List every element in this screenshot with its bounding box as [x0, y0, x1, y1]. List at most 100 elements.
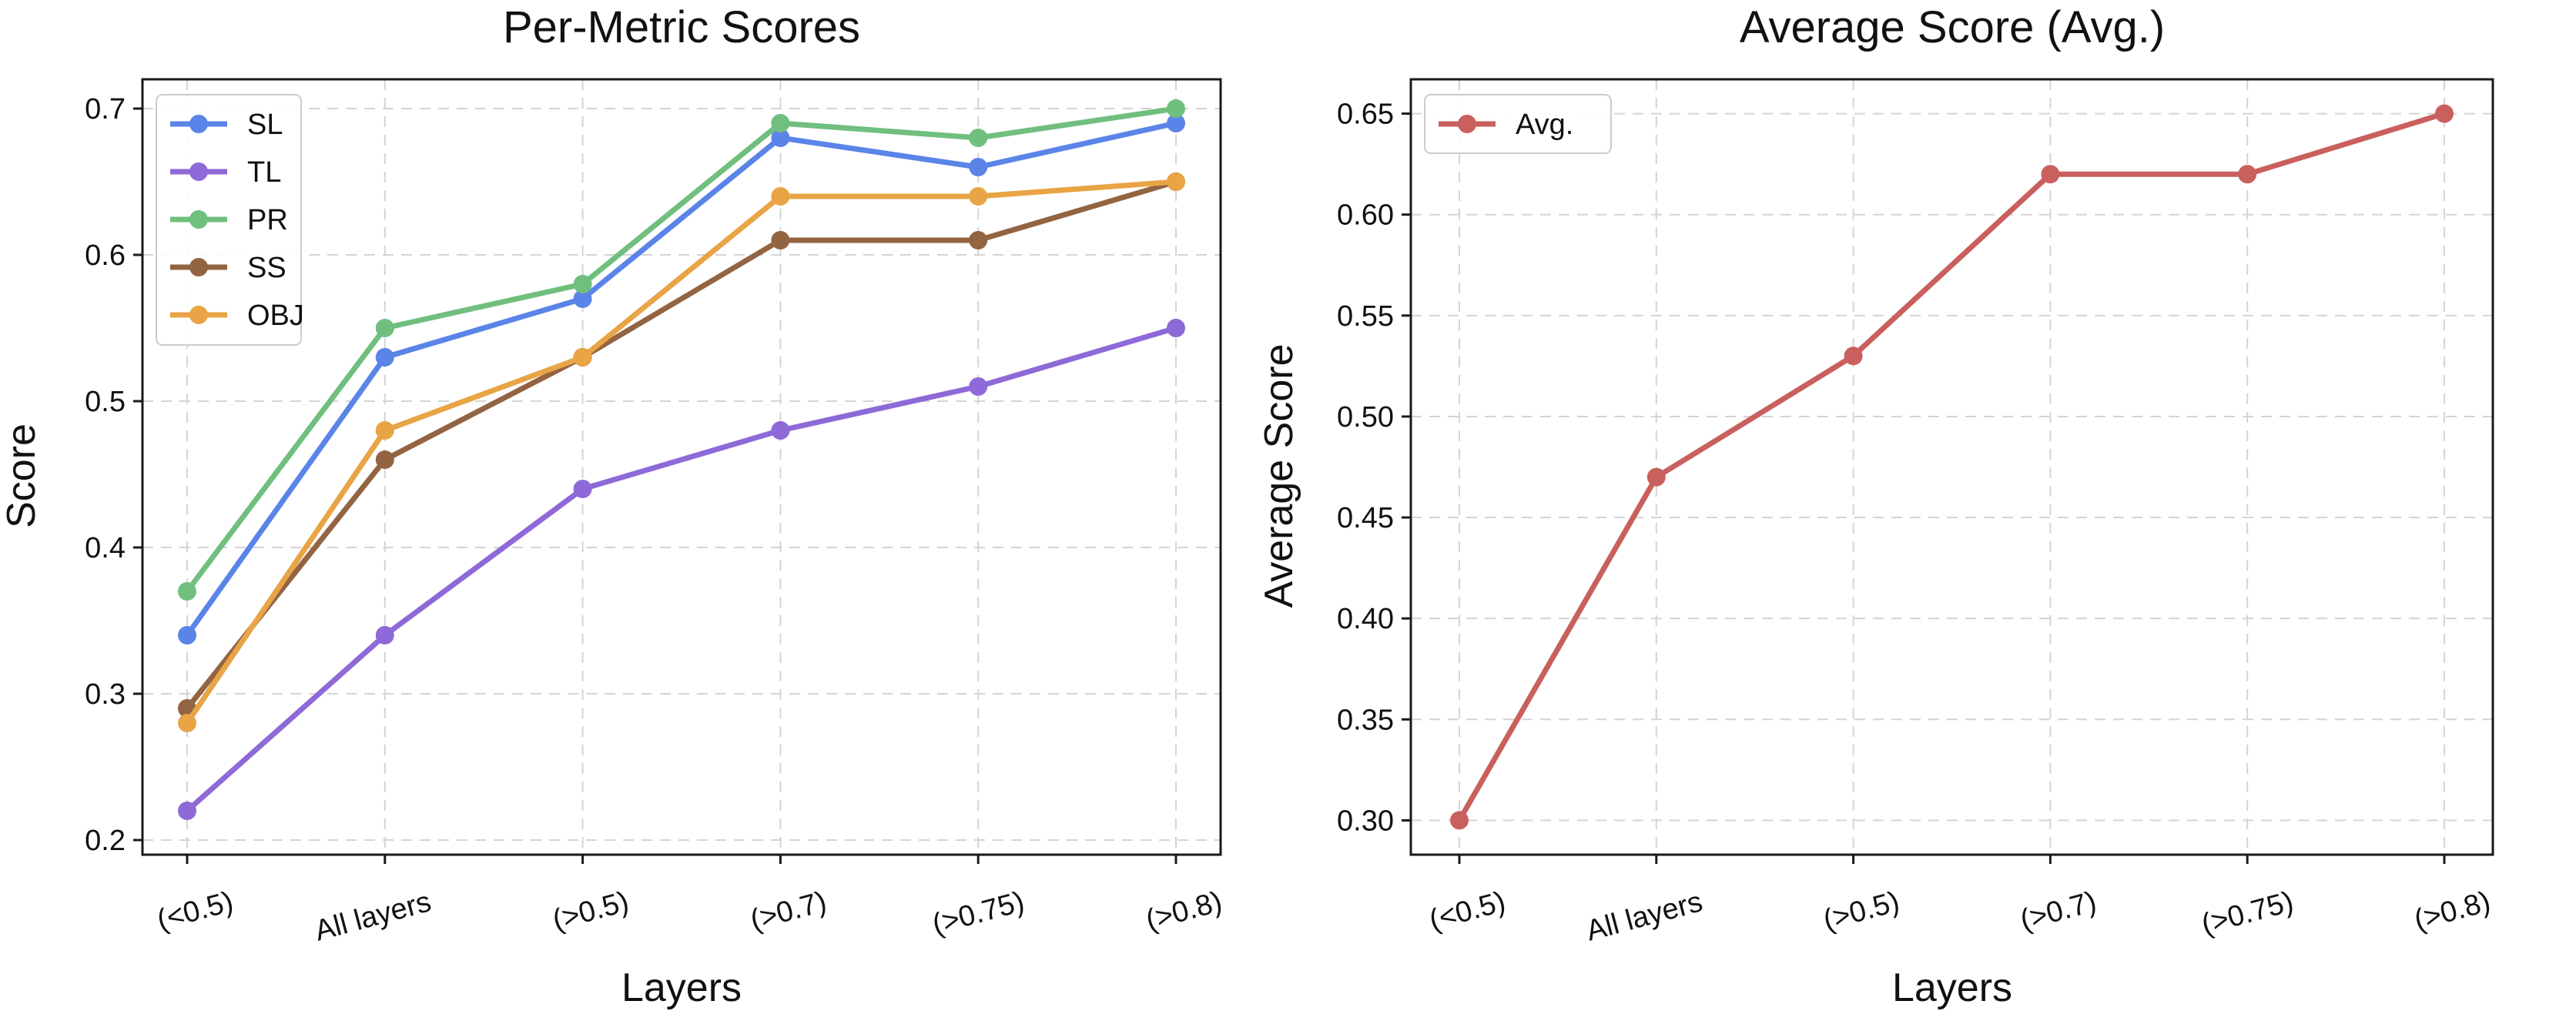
average-plot-frame: [1409, 78, 2494, 856]
data-point-obj: [969, 187, 988, 206]
per-metric-y-tick-label: 0.6: [85, 239, 126, 272]
per-metric-x-tick-label: (>0.5): [549, 885, 632, 937]
legend-label-pr: PR: [247, 204, 288, 236]
data-point-avg: [2238, 165, 2257, 184]
data-point-ss: [969, 231, 988, 249]
data-point-pr: [375, 319, 394, 337]
legend-label-ss: SS: [247, 252, 286, 284]
series-line-pr: [184, 105, 1179, 594]
average-gridlines: [1411, 79, 2493, 855]
data-point-tl: [1167, 319, 1185, 337]
per-metric-y-tick-label: 0.2: [85, 825, 126, 857]
data-point-obj: [573, 348, 592, 367]
per-metric-x-tick-label: (>0.7): [747, 885, 830, 937]
legend-marker-avg: [1458, 115, 1476, 133]
data-point-ss: [375, 450, 394, 469]
per-metric-x-axis: (<0.5) All layers (>0.5) (>0.7) (>0.75) (>0.8…: [154, 855, 1226, 948]
average-series-group: [1450, 104, 2454, 830]
legend-label-obj: OBJ: [247, 300, 304, 332]
data-point-tl: [178, 802, 196, 820]
data-point-avg: [1450, 811, 1469, 830]
legend-marker-tl: [189, 162, 208, 181]
per-metric-series-group: [178, 99, 1185, 820]
per-metric-x-tick-label: (<0.5): [154, 885, 237, 937]
average-y-tick-label: 0.60: [1337, 199, 1394, 232]
per-metric-x-tick-label: All layers: [311, 885, 434, 947]
data-point-sl: [375, 348, 394, 367]
average-y-tick-label: 0.40: [1337, 603, 1394, 635]
data-point-tl: [969, 377, 988, 396]
data-point-obj: [178, 714, 196, 732]
per-metric-y-tick-label: 0.7: [85, 93, 126, 126]
data-point-sl: [969, 158, 988, 176]
data-point-pr: [178, 582, 196, 601]
data-point-pr: [1167, 99, 1185, 118]
data-point-sl: [573, 290, 592, 308]
average-x-tick-label: (<0.5): [1426, 885, 1509, 937]
data-point-tl: [375, 626, 394, 644]
average-x-tick-label: (>0.7): [2017, 885, 2100, 937]
per-metric-x-tick-label: (>0.75): [929, 885, 1027, 941]
series-line-tl: [184, 325, 1179, 814]
data-point-obj: [375, 421, 394, 440]
average-y-axis: 0.30 0.35 0.40 0.45 0.50 0.55 0.60 0.65: [1337, 99, 1411, 837]
data-point-pr: [969, 129, 988, 147]
average-y-axis-label: Average Score: [1257, 343, 1301, 608]
per-metric-y-tick-label: 0.5: [85, 386, 126, 418]
series-line-obj: [184, 179, 1179, 726]
average-y-tick-label: 0.65: [1337, 99, 1394, 131]
per-metric-y-axis: 0.2 0.3 0.4 0.5 0.6 0.7: [85, 93, 142, 857]
average-y-tick-label: 0.55: [1337, 300, 1394, 333]
data-point-avg: [2435, 104, 2454, 123]
per-metric-y-tick-label: 0.4: [85, 532, 126, 564]
average-title: Average Score (Avg.): [1740, 2, 2165, 52]
legend-label-sl: SL: [247, 109, 283, 141]
data-point-tl: [573, 480, 592, 498]
data-point-tl: [771, 421, 790, 440]
data-point-pr: [771, 114, 790, 132]
per-metric-y-tick-label: 0.3: [85, 678, 126, 711]
per-metric-legend: SL TL PR SS OBJ: [156, 94, 304, 346]
data-point-sl: [771, 129, 790, 147]
data-point-sl: [1167, 114, 1185, 132]
series-line-sl: [184, 120, 1179, 638]
data-point-avg: [2041, 165, 2060, 184]
per-metric-y-axis-label: Score: [0, 423, 44, 528]
per-metric-plot-frame: [141, 78, 1222, 856]
average-x-axis: (<0.5) All layers (>0.5) (>0.7) (>0.75) (>0.8…: [1426, 855, 2494, 948]
data-point-ss: [771, 231, 790, 249]
data-point-obj: [771, 187, 790, 206]
per-metric-x-tick-label: (>0.8): [1143, 885, 1226, 937]
average-x-axis-label: Layers: [1892, 966, 2012, 1010]
legend-marker-pr: [189, 210, 208, 229]
average-legend-box: [1424, 94, 1612, 154]
per-metric-title: Per-Metric Scores: [503, 2, 860, 52]
average-panel: Average Score (Avg.) (<0.5) All layers (>0…: [1257, 2, 2494, 1010]
per-metric-gridlines: [142, 79, 1221, 855]
per-metric-panel: Per-Metric Scores (<0.5) All layers (>0.5)…: [0, 2, 1225, 1010]
data-point-avg: [1646, 467, 1666, 487]
legend-marker-ss: [189, 258, 208, 276]
legend-label-avg: Avg.: [1516, 109, 1573, 141]
per-metric-legend-box: [156, 94, 302, 346]
data-point-obj: [1167, 172, 1185, 191]
series-line-ss: [184, 179, 1179, 711]
average-x-tick-label: All layers: [1583, 885, 1706, 947]
data-point-sl: [178, 626, 196, 644]
average-y-tick-label: 0.50: [1337, 401, 1394, 434]
average-x-tick-label: (>0.8): [2411, 885, 2494, 937]
data-point-pr: [573, 275, 592, 293]
average-y-tick-label: 0.35: [1337, 704, 1394, 736]
data-point-avg: [1844, 346, 1863, 366]
average-y-tick-label: 0.30: [1337, 805, 1394, 837]
legend-label-tl: TL: [247, 156, 281, 189]
average-y-tick-label: 0.45: [1337, 502, 1394, 534]
average-x-tick-label: (>0.5): [1820, 885, 1903, 937]
legend-marker-obj: [189, 306, 208, 324]
per-metric-x-axis-label: Layers: [621, 966, 742, 1010]
average-legend: Avg.: [1424, 94, 1612, 154]
average-x-tick-label: (>0.75): [2198, 885, 2296, 941]
series-line-avg: [1456, 111, 2447, 823]
legend-marker-sl: [189, 115, 208, 133]
